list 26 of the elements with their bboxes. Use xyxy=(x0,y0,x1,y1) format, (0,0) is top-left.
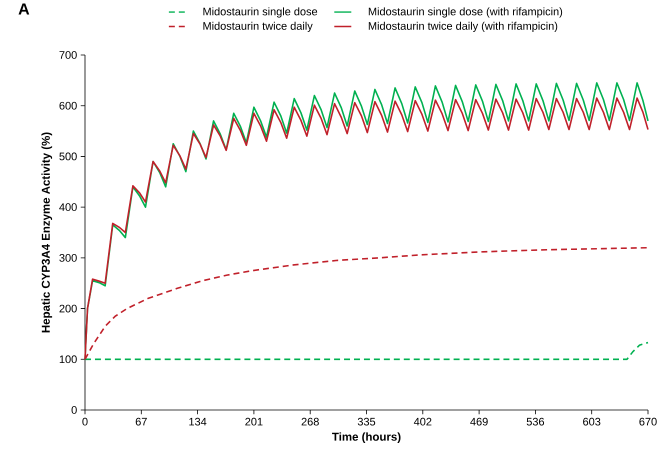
x-tick-label: 603 xyxy=(583,418,600,426)
y-tick-label: 0 xyxy=(72,406,77,414)
x-tick-label: 402 xyxy=(414,418,432,426)
y-tick-label: 600 xyxy=(60,102,77,110)
x-tick-label: 201 xyxy=(245,418,263,426)
x-tick-label: 67 xyxy=(136,418,147,426)
text: A xyxy=(18,3,30,14)
legend-label: Midostaurin single dose xyxy=(203,7,318,18)
x-axis-title: Time (hours) xyxy=(332,432,401,444)
x-tick-label: 134 xyxy=(189,418,206,426)
legend-label: Midostaurin twice daily xyxy=(203,22,313,32)
y-tick-label: 400 xyxy=(59,203,77,212)
x-tick-label: 268 xyxy=(302,418,319,426)
legend-label: Midostaurin single dose (with rifampicin) xyxy=(368,7,562,18)
y-tick-label: 100 xyxy=(60,355,77,364)
x-tick-label: 335 xyxy=(358,418,376,426)
y-tick-label: 500 xyxy=(59,152,77,160)
x-tick-label: 469 xyxy=(470,418,488,426)
x-tick-label: 0 xyxy=(82,418,88,426)
y-tick-label: 700 xyxy=(60,51,77,59)
x-tick-label: 670 xyxy=(639,418,657,426)
y-tick-label: 300 xyxy=(59,254,77,262)
y-axis-title: Hepatic CYP3A4 Enzyme Activity (%) xyxy=(41,132,52,332)
y-tick-label: 200 xyxy=(59,304,77,312)
x-tick-label: 536 xyxy=(526,418,544,426)
legend-label: Midostaurin twice daily (with rifampicin) xyxy=(368,22,558,32)
